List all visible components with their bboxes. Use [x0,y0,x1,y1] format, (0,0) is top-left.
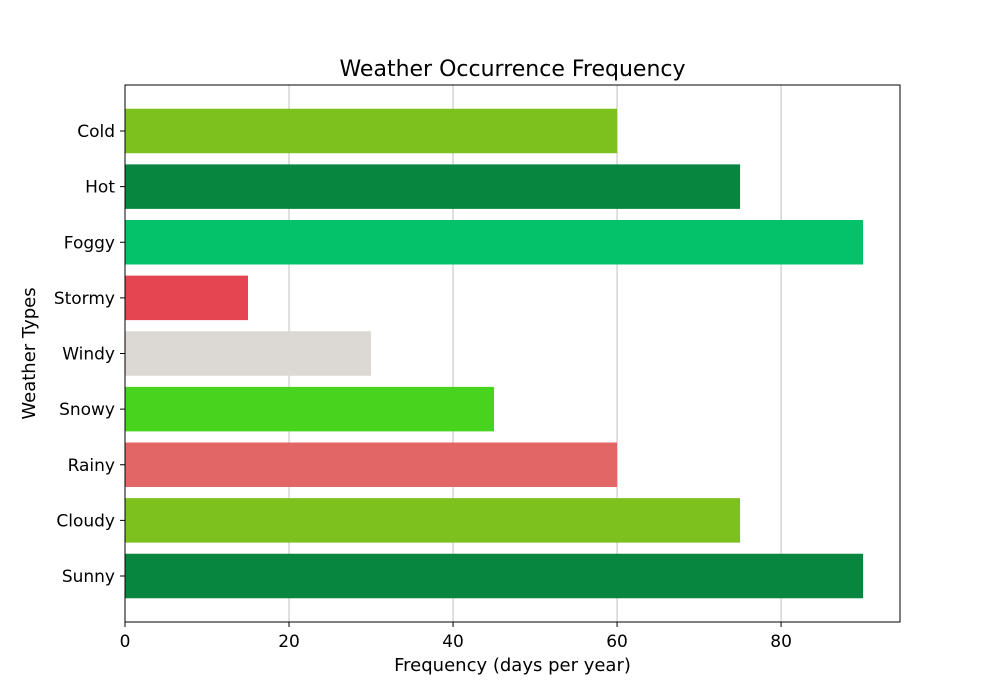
x-tick-label: 20 [278,632,300,652]
y-tick-label-windy: Windy [62,345,115,365]
x-axis-label: Frequency (days per year) [394,655,631,676]
y-tick-label-sunny: Sunny [62,567,115,587]
x-tick-label: 80 [770,632,792,652]
chart-title: Weather Occurrence Frequency [339,57,685,82]
y-tick-label-cloudy: Cloudy [56,511,115,531]
bar-cloudy [125,498,741,543]
x-tick-label: 40 [442,632,464,652]
bars [125,108,864,599]
y-axis-label: Weather Types [19,287,40,419]
x-axis-ticks: 0 20 40 60 80 [120,622,792,652]
y-axis-ticks: Sunny Cloudy Rainy Snowy Windy Stormy Foggy Hot… [54,122,125,587]
y-tick-label-cold: Cold [77,122,115,142]
bar-cold [125,108,618,154]
x-tick-label: 60 [606,632,628,652]
y-tick-label-stormy: Stormy [54,289,115,309]
bar-foggy [125,220,864,265]
y-tick-label-foggy: Foggy [64,233,115,253]
bar-hot [125,164,741,209]
bar-sunny [125,553,864,599]
bar-rainy [125,442,618,487]
bar-snowy [125,386,495,432]
y-tick-label-rainy: Rainy [68,456,115,476]
bar-windy [125,331,372,376]
y-tick-label-hot: Hot [85,178,115,198]
bar-stormy [125,275,249,321]
y-tick-label-snowy: Snowy [59,400,115,420]
x-tick-label: 0 [120,632,131,652]
